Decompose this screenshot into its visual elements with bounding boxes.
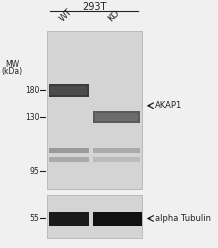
Bar (50, 86, 87, 95)
Text: MW: MW (5, 60, 19, 69)
Bar (93, 157, 140, 162)
Text: 55: 55 (30, 214, 39, 223)
Text: 95: 95 (30, 167, 39, 176)
Text: 130: 130 (25, 113, 39, 122)
Text: (kDa): (kDa) (1, 67, 22, 76)
Bar (93, 111, 140, 123)
Text: alpha Tubulin: alpha Tubulin (155, 214, 211, 223)
Text: KO: KO (106, 8, 121, 23)
Bar (93, 212, 142, 226)
Text: 180: 180 (25, 86, 39, 95)
Bar (47, 31, 142, 189)
Bar (49, 157, 89, 162)
Bar (47, 195, 142, 238)
Bar (49, 212, 89, 226)
Bar (49, 148, 89, 153)
Text: WT: WT (57, 7, 74, 24)
Bar (95, 113, 138, 121)
Bar (93, 148, 140, 153)
Text: 293T: 293T (82, 2, 107, 12)
Text: AKAP1: AKAP1 (155, 101, 182, 110)
Bar (49, 84, 89, 97)
